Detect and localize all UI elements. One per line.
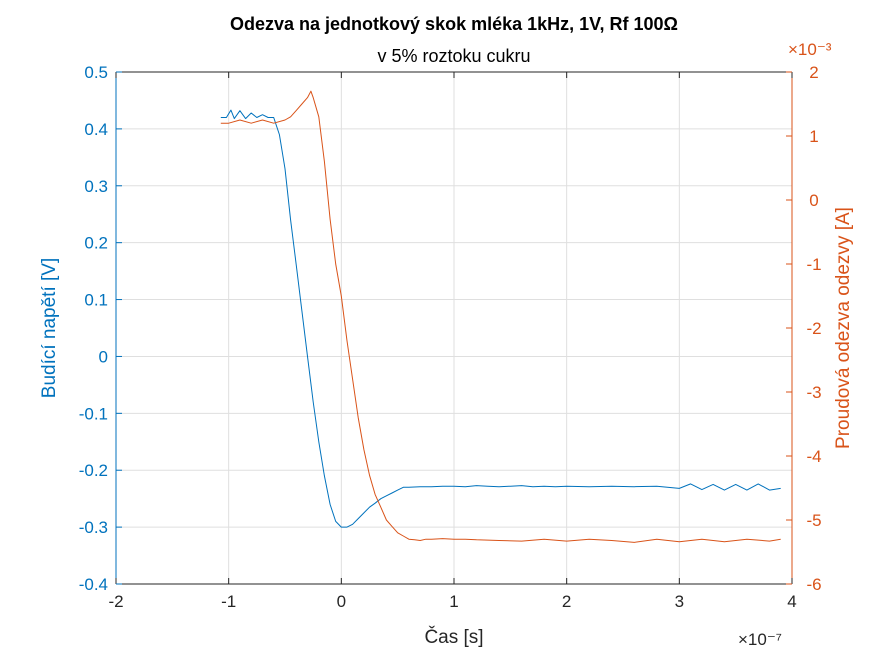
y-right-tick-label: -1 — [806, 255, 821, 274]
x-tick-label: 2 — [562, 592, 571, 611]
y-left-tick-label: 0 — [99, 347, 108, 366]
y-right-tick-label: 2 — [809, 63, 818, 82]
chart-title: Odezva na jednotkový skok mléka 1kHz, 1V… — [230, 14, 678, 34]
x-tick-label: 1 — [449, 592, 458, 611]
y-right-tick-label: -3 — [806, 383, 821, 402]
y-right-tick-label: -4 — [806, 447, 821, 466]
y-right-exponent-label: ×10⁻³ — [788, 40, 832, 59]
y-left-tick-label: 0.3 — [84, 177, 108, 196]
y-left-tick-label: 0.2 — [84, 234, 108, 253]
y-left-tick-label: -0.1 — [79, 404, 108, 423]
y-right-tick-label: -2 — [806, 319, 821, 338]
y-left-tick-label: 0.5 — [84, 63, 108, 82]
y-left-tick-label: -0.4 — [79, 575, 108, 594]
chart-subtitle: v 5% roztoku cukru — [377, 46, 530, 66]
y-left-tick-label: 0.4 — [84, 120, 108, 139]
x-tick-label: -1 — [221, 592, 236, 611]
y-left-tick-label: -0.2 — [79, 461, 108, 480]
series-line-voltage — [220, 109, 781, 528]
ticks: -2 -1 0 1 2 3 4 0.5 0.4 0.3 0.2 0.1 0 -0.1 -0.2 -0.3 -0.… — [79, 63, 822, 611]
x-tick-label: 0 — [337, 592, 346, 611]
y-right-tick-label: -5 — [806, 511, 821, 530]
x-tick-label: -2 — [108, 592, 123, 611]
y-left-tick-label: -0.3 — [79, 518, 108, 537]
x-axis-label: Čas [s] — [424, 626, 483, 648]
y-right-tick-label: -6 — [806, 575, 821, 594]
x-exponent-label: ×10⁻⁷ — [738, 630, 782, 649]
x-tick-label: 4 — [787, 592, 796, 611]
x-tick-label: 3 — [675, 592, 684, 611]
series-line-current — [220, 90, 781, 543]
series-layer — [220, 90, 781, 543]
y-left-tick-label: 0.1 — [84, 291, 108, 310]
y-right-tick-label: 0 — [809, 191, 818, 210]
y-right-tick-label: 1 — [809, 127, 818, 146]
y-left-axis-label: Budící napětí [V] — [39, 258, 60, 398]
y-right-axis-label: Proudová odezva odezvy [A] — [833, 207, 854, 449]
